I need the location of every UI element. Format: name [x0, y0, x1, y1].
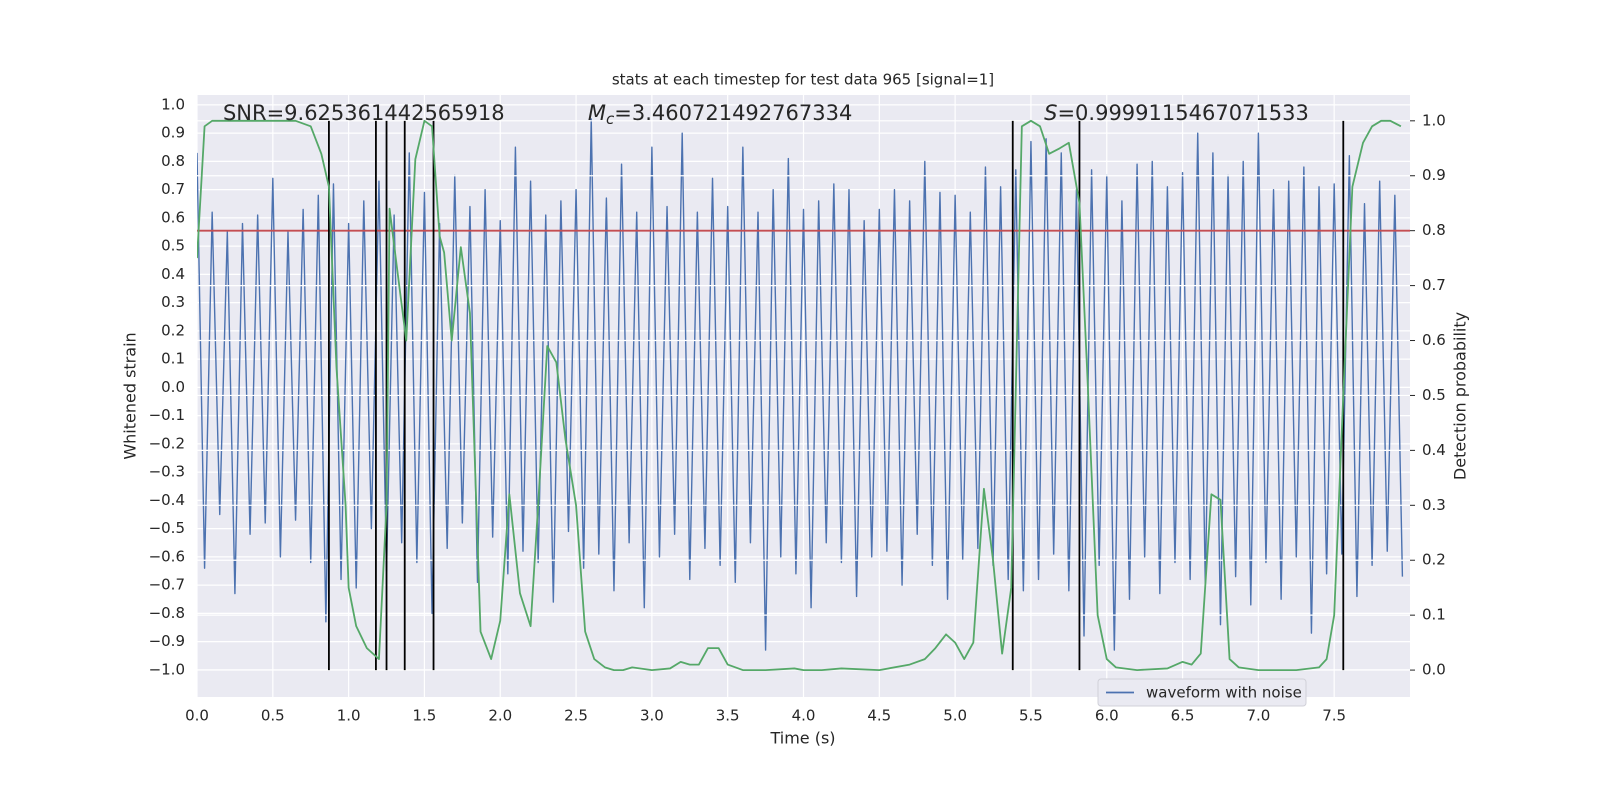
y-tick-label: 0.1: [161, 350, 185, 368]
annotation-subscript: c: [606, 110, 615, 128]
labels: 0.0 0.5 1.0 1.5 2.0 2.5 3.0 3.5 4.0 4.5 5.0 5.5 6.0 6…: [149, 95, 1446, 724]
overlay-layer: [197, 119, 1410, 671]
x-tick-label: 5.0: [943, 707, 967, 725]
y-tick-label: −0.2: [149, 434, 185, 452]
y-tick-label: 1.0: [161, 95, 185, 113]
x-tick-label: 2.0: [488, 707, 512, 725]
y-tick-label: −1.0: [149, 660, 185, 678]
y-tick-label: 0.4: [161, 265, 185, 283]
y2-tick-label: 0.9: [1422, 166, 1446, 184]
y-tick-label: −0.5: [149, 519, 185, 537]
y2-tick-label: 0.7: [1422, 276, 1446, 294]
y2-tick-label: 0.0: [1422, 661, 1446, 679]
y-axis-label: Whitened strain: [121, 332, 140, 459]
chart-title: stats at each timestep for test data 965…: [612, 71, 994, 89]
x-tick-label: 0.5: [261, 707, 285, 725]
annotation-symbol: S: [1044, 101, 1057, 125]
y-tick-label: 0.6: [161, 208, 185, 226]
annotation-value: =0.9999115467071533: [1057, 101, 1308, 125]
annotation: S=0.9999115467071533: [1044, 101, 1309, 125]
y2-tick-label: 0.2: [1422, 551, 1446, 569]
y-tick-label: 0.8: [161, 152, 185, 170]
y-tick-label: −0.6: [149, 547, 185, 565]
y-tick-label: 0.5: [161, 237, 185, 255]
y-tick-label: 0.0: [161, 378, 185, 396]
y2-tick-label: 1.0: [1422, 111, 1446, 129]
legend-box: [1097, 678, 1307, 707]
y2-tick-label: 0.4: [1422, 441, 1446, 459]
annotation-symbol: M: [588, 101, 606, 125]
y-tick-label: 0.7: [161, 180, 185, 198]
x-axis-label: Time (s): [769, 729, 835, 748]
probability-line: [197, 119, 1402, 671]
x-tick-label: 3.0: [640, 707, 664, 725]
y-tick-label: 0.9: [161, 124, 185, 142]
x-tick-label: 6.5: [1171, 707, 1195, 725]
y2-axis-label: Detection probability: [1451, 312, 1470, 480]
x-tick-label: 1.5: [413, 707, 437, 725]
y2-tick-label: 0.8: [1422, 221, 1446, 239]
waveform-layer: [197, 118, 1404, 651]
y-tick-label: 0.3: [161, 293, 185, 311]
x-tick-label: 4.0: [792, 707, 816, 725]
x-tick-label: 7.0: [1246, 707, 1270, 725]
x-tick-label: 0.0: [185, 707, 209, 725]
y-tick-label: −0.1: [149, 406, 185, 424]
y2-tick-label: 0.6: [1422, 331, 1446, 349]
annotation: SNR=9.625361442565918: [223, 101, 505, 125]
annotation-value: SNR=9.625361442565918: [223, 101, 505, 125]
x-tick-label: 7.5: [1322, 707, 1346, 725]
y-tick-label: −0.7: [149, 576, 185, 594]
waveform-line: [197, 118, 1404, 651]
y-tick-label: −0.4: [149, 491, 185, 509]
x-tick-label: 4.5: [867, 707, 891, 725]
x-tick-label: 3.5: [716, 707, 740, 725]
y2-tick-label: 0.3: [1422, 496, 1446, 514]
x-tick-label: 5.5: [1019, 707, 1043, 725]
annotation: Mc=3.460721492767334: [588, 101, 852, 128]
x-tick-label: 1.0: [337, 707, 361, 725]
y-tick-label: −0.3: [149, 463, 185, 481]
y-tick-label: 0.2: [161, 321, 185, 339]
y2-tick-label: 0.5: [1422, 386, 1446, 404]
y-tick-label: −0.8: [149, 604, 185, 622]
y-tick-label: −0.9: [149, 632, 185, 650]
x-tick-label: 2.5: [564, 707, 588, 725]
annotation-value: =3.460721492767334: [614, 101, 852, 125]
y2-tick-label: 0.1: [1422, 606, 1446, 624]
legend-label: waveform with noise: [1146, 684, 1302, 702]
x-tick-label: 6.0: [1095, 707, 1119, 725]
